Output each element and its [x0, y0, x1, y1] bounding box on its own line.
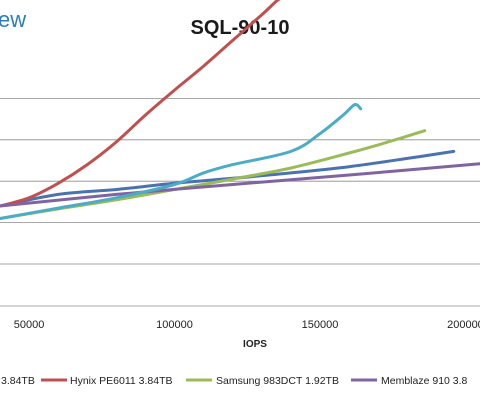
legend-label-2: Samsung 983DCT 1.92TB: [216, 375, 339, 387]
legend-label-1: Hynix PE6011 3.84TB: [70, 375, 173, 387]
series-line-3: [0, 162, 480, 208]
legend: 3.84TB Hynix PE6011 3.84TB Samsung 983DCT …: [1, 375, 468, 387]
legend-label-3: Memblaze 910 3.8: [381, 375, 468, 387]
chart-title: SQL-90-10: [191, 17, 290, 39]
series-line-4: [0, 102, 363, 220]
x-tick-label-1: 100000: [156, 319, 193, 331]
series-lines: [0, 0, 480, 220]
gridlines: [0, 98, 480, 307]
brand-logo-text: ew: [0, 7, 26, 32]
x-tick-label-0: 50000: [14, 319, 45, 331]
x-axis-label: IOPS: [243, 339, 267, 350]
series-line-1: [0, 0, 281, 208]
x-tick-labels: 50000 100000 150000 200000: [14, 319, 480, 331]
x-tick-label-3: 200000: [447, 319, 480, 331]
legend-label-0: 3.84TB: [1, 375, 35, 387]
x-tick-label-2: 150000: [302, 319, 339, 331]
